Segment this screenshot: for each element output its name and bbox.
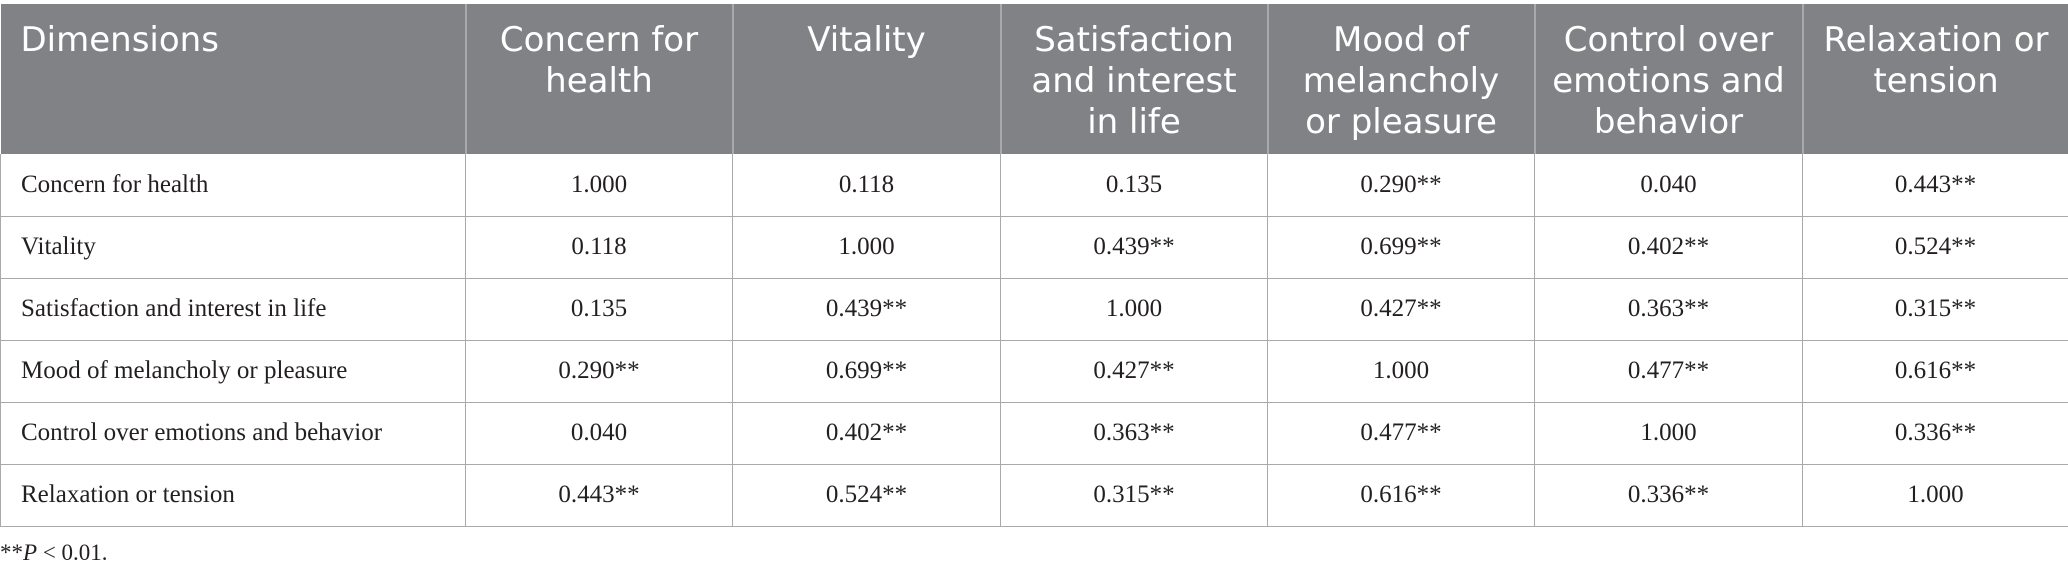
table-row: Vitality 0.118 1.000 0.439** 0.699** 0.4…: [0, 216, 2068, 279]
table-row: Satisfaction and interest in life 0.135 …: [0, 278, 2068, 341]
table-cell: 0.135: [465, 278, 733, 341]
table-cell: 0.336**: [1534, 464, 1803, 527]
header-control-emotions: Control over emotions and behavior: [1534, 4, 1804, 154]
table-cell: 0.524**: [1802, 216, 2068, 279]
table-cell: 0.363**: [1534, 278, 1803, 341]
table-cell: 0.616**: [1802, 340, 2068, 403]
table-cell: 0.402**: [1534, 216, 1803, 279]
table-cell: 0.315**: [1000, 464, 1268, 527]
table-row: Control over emotions and behavior 0.040…: [0, 402, 2068, 465]
table-footnote: **P < 0.01.: [0, 540, 108, 566]
header-satisfaction-interest: Satisfaction and interest in life: [1000, 4, 1269, 154]
table-cell: 0.135: [1000, 154, 1268, 217]
table-cell: 0.443**: [1802, 154, 2068, 217]
table-cell: 0.363**: [1000, 402, 1268, 465]
table-cell: 0.616**: [1267, 464, 1535, 527]
footnote-prefix: **: [0, 540, 23, 565]
table-cell: 0.427**: [1267, 278, 1535, 341]
table-cell: 0.290**: [465, 340, 733, 403]
header-mood: Mood of melancholy or pleasure: [1267, 4, 1536, 154]
table-cell: 1.000: [1534, 402, 1803, 465]
table-cell: 0.336**: [1802, 402, 2068, 465]
table-cell: 0.040: [1534, 154, 1803, 217]
table-body: Concern for health 1.000 0.118 0.135 0.2…: [0, 154, 2068, 527]
table-cell: 1.000: [465, 154, 733, 217]
header-relaxation-tension: Relaxation or tension: [1802, 4, 2068, 154]
header-row: Dimensions Concern for health Vitality S…: [0, 4, 2068, 154]
table-cell: 0.699**: [1267, 216, 1535, 279]
table-cell: 0.443**: [465, 464, 733, 527]
footnote-p-symbol: P: [23, 540, 38, 565]
row-label: Vitality: [0, 216, 466, 279]
row-label: Relaxation or tension: [0, 464, 466, 527]
table-cell: 1.000: [1802, 464, 2068, 527]
table-cell: 0.524**: [732, 464, 1001, 527]
table-cell: 0.040: [465, 402, 733, 465]
table-cell: 1.000: [1267, 340, 1535, 403]
row-label: Concern for health: [0, 154, 466, 217]
header-dimensions: Dimensions: [0, 4, 467, 154]
table-cell: 0.439**: [1000, 216, 1268, 279]
table-row: Relaxation or tension 0.443** 0.524** 0.…: [0, 464, 2068, 527]
correlation-table: Dimensions Concern for health Vitality S…: [0, 4, 2068, 527]
table-cell: 0.477**: [1267, 402, 1535, 465]
footnote-threshold: < 0.01.: [37, 540, 108, 565]
table-cell: 0.402**: [732, 402, 1001, 465]
table-cell: 0.118: [465, 216, 733, 279]
row-label: Control over emotions and behavior: [0, 402, 466, 465]
table-header: Dimensions Concern for health Vitality S…: [0, 4, 2068, 154]
table-cell: 1.000: [732, 216, 1001, 279]
table-cell: 0.699**: [732, 340, 1001, 403]
table-cell: 0.118: [732, 154, 1001, 217]
row-label: Satisfaction and interest in life: [0, 278, 466, 341]
table-row: Mood of melancholy or pleasure 0.290** 0…: [0, 340, 2068, 403]
table-cell: 0.315**: [1802, 278, 2068, 341]
correlation-table-container: Dimensions Concern for health Vitality S…: [0, 4, 2068, 527]
header-concern-for-health: Concern for health: [465, 4, 734, 154]
header-vitality: Vitality: [732, 4, 1002, 154]
table-cell: 1.000: [1000, 278, 1268, 341]
row-label: Mood of melancholy or pleasure: [0, 340, 466, 403]
table-cell: 0.477**: [1534, 340, 1803, 403]
table-cell: 0.439**: [732, 278, 1001, 341]
table-row: Concern for health 1.000 0.118 0.135 0.2…: [0, 154, 2068, 217]
table-cell: 0.290**: [1267, 154, 1535, 217]
table-cell: 0.427**: [1000, 340, 1268, 403]
